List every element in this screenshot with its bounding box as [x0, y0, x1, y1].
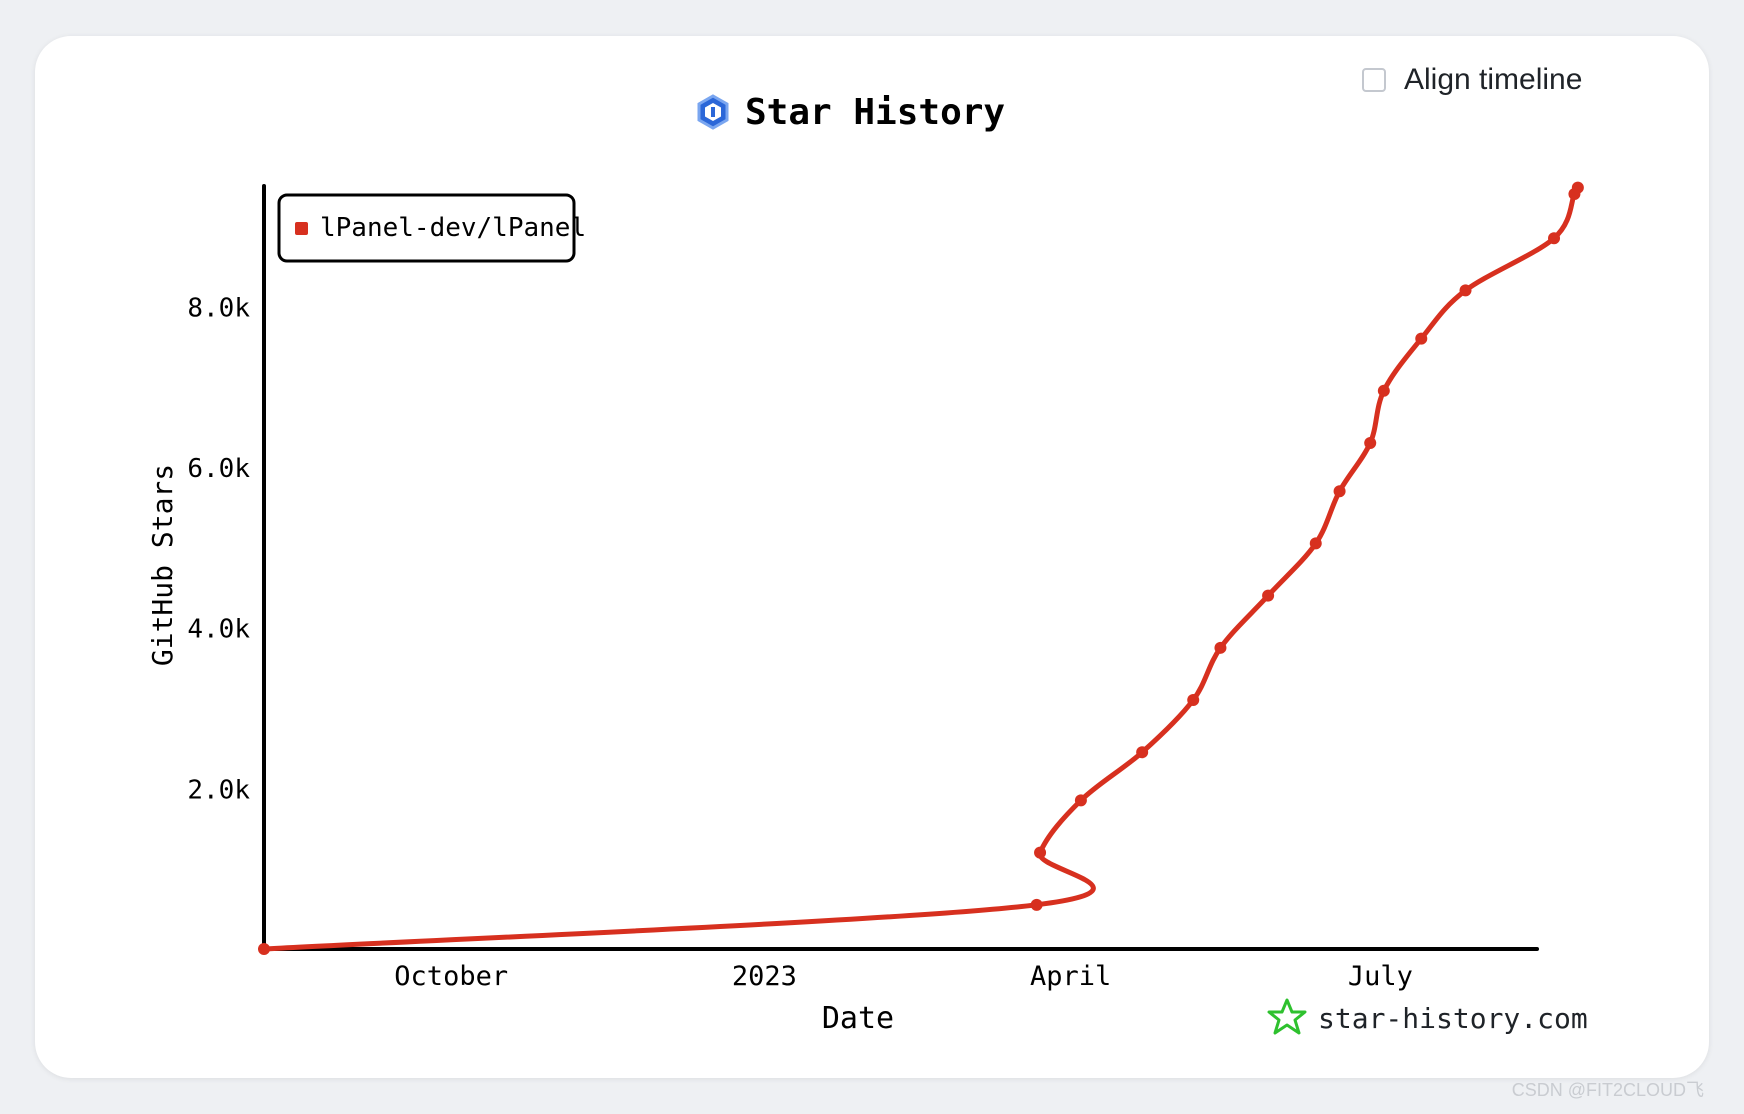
y-tick-label: 2.0k	[187, 775, 250, 805]
repo-hexagon-icon	[697, 94, 729, 130]
series-layer	[258, 181, 1584, 955]
data-point[interactable]	[1415, 332, 1428, 345]
series-line	[261, 185, 1581, 952]
data-point[interactable]	[1030, 898, 1043, 911]
brand-text: star-history.com	[1318, 1002, 1588, 1035]
x-tick-label: October	[394, 961, 508, 992]
data-point[interactable]	[1074, 794, 1087, 807]
star-history-logo-icon	[1267, 998, 1307, 1035]
data-point[interactable]	[1364, 437, 1377, 450]
y-tick-label: 8.0k	[187, 293, 250, 323]
data-point[interactable]	[1377, 384, 1390, 397]
data-point[interactable]	[1333, 485, 1346, 498]
data-point[interactable]	[1187, 694, 1200, 707]
legend-label: lPanel-dev/lPanel	[320, 213, 586, 243]
data-point[interactable]	[1214, 641, 1227, 654]
align-timeline-toggle[interactable]: Align timeline	[1362, 63, 1582, 97]
data-point[interactable]	[1136, 746, 1149, 759]
x-axis-title: Date	[822, 1001, 894, 1036]
x-tick-labels: October 2023 April July	[394, 961, 1413, 992]
data-point[interactable]	[1309, 537, 1322, 550]
y-tick-labels: 2.0k 4.0k 6.0k 8.0k	[187, 293, 250, 805]
data-point[interactable]	[1548, 232, 1561, 245]
x-tick-label: 2023	[732, 961, 797, 992]
x-tick-label: April	[1030, 961, 1111, 992]
data-point[interactable]	[1034, 846, 1047, 859]
x-tick-label: July	[1348, 961, 1413, 992]
brand[interactable]: star-history.com	[1267, 998, 1588, 1035]
y-tick-label: 4.0k	[187, 615, 250, 645]
data-point[interactable]	[258, 943, 270, 955]
data-point[interactable]	[1262, 589, 1275, 602]
legend-box	[277, 193, 576, 263]
align-timeline-checkbox[interactable]	[1362, 68, 1386, 92]
y-axis-title: GitHub Stars	[146, 464, 179, 666]
legend: lPanel-dev/lPanel	[277, 193, 586, 263]
watermark: CSDN @FIT2CLOUD飞	[1511, 1080, 1704, 1100]
align-timeline-label: Align timeline	[1404, 63, 1583, 96]
chart-title: Star History	[745, 92, 1005, 133]
y-tick-label: 6.0k	[187, 454, 250, 484]
data-point[interactable]	[1459, 284, 1472, 297]
data-point[interactable]	[1571, 181, 1584, 194]
chart-title-group: Star History	[697, 92, 1005, 133]
legend-swatch	[295, 222, 308, 235]
